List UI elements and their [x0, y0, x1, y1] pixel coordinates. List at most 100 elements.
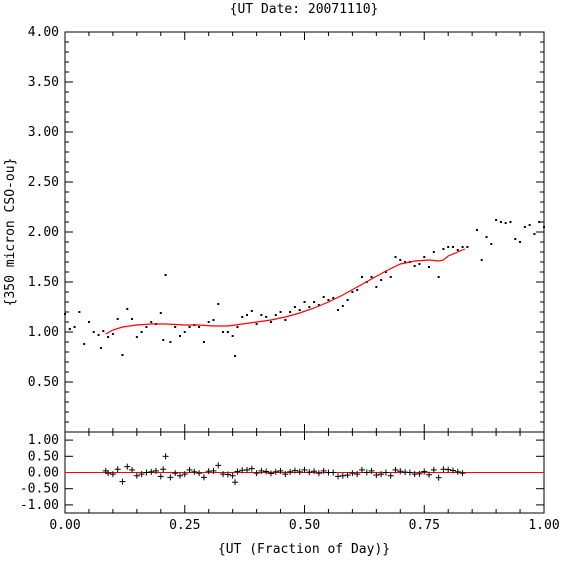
data-point — [399, 259, 402, 261]
y-axis-label: {350 micron CSO-ou} — [3, 158, 18, 307]
residual-tick-label: -0.50 — [20, 482, 59, 497]
residual-point — [148, 468, 155, 475]
y-tick-label: 1.00 — [28, 325, 59, 340]
data-point — [289, 311, 292, 313]
data-point — [490, 243, 493, 245]
data-point — [351, 291, 354, 293]
residual-point — [138, 471, 145, 478]
data-point — [432, 251, 435, 253]
data-point — [236, 326, 239, 328]
data-point — [298, 309, 301, 311]
residual-point — [258, 467, 265, 474]
data-point — [159, 312, 162, 314]
data-point — [169, 341, 172, 343]
residual-point — [277, 467, 284, 474]
x-tick-label: 0.00 — [49, 518, 80, 533]
data-point — [131, 318, 134, 320]
data-point — [111, 333, 114, 335]
residual-point — [445, 466, 452, 473]
data-point — [456, 249, 459, 251]
residual-point — [124, 463, 131, 470]
residual-point — [105, 470, 112, 477]
data-point — [217, 303, 220, 305]
data-point — [543, 226, 545, 228]
y-tick-label: 2.50 — [28, 175, 59, 190]
residual-point — [248, 465, 255, 472]
data-point — [121, 354, 124, 356]
residual-point — [167, 474, 174, 481]
residual-point — [378, 471, 385, 478]
data-point — [308, 306, 311, 308]
residual-point — [224, 471, 231, 478]
data-point — [418, 263, 421, 265]
residual-point — [196, 470, 203, 477]
data-point — [188, 326, 191, 328]
residual-point — [143, 469, 150, 476]
data-point — [255, 323, 258, 325]
data-point — [437, 276, 440, 278]
chart-title: {UT Date: 20071110} — [230, 2, 379, 17]
residual-point — [416, 470, 423, 477]
data-point — [332, 297, 335, 299]
data-point — [145, 326, 148, 328]
residual-point — [119, 478, 126, 485]
data-point — [475, 229, 478, 231]
data-point — [447, 246, 450, 248]
residual-point — [181, 471, 188, 478]
residual-point — [421, 468, 428, 475]
residual-tick-label: 0.50 — [28, 449, 59, 464]
data-point — [375, 286, 378, 288]
x-tick-label: 0.50 — [289, 518, 320, 533]
data-point — [162, 339, 165, 341]
data-point — [519, 241, 522, 243]
data-point — [303, 301, 306, 303]
x-tick-label: 0.75 — [409, 518, 440, 533]
data-point — [428, 266, 431, 268]
residual-point — [311, 468, 318, 475]
main-plot-frame — [64, 31, 545, 433]
data-point — [198, 326, 201, 328]
data-points — [64, 219, 545, 357]
data-point — [265, 316, 268, 318]
data-point — [178, 335, 181, 337]
residual-point — [459, 470, 466, 477]
residual-point — [191, 468, 198, 475]
residual-point — [267, 470, 274, 477]
residual-point — [306, 469, 313, 476]
data-point — [523, 226, 526, 228]
data-point — [404, 261, 407, 263]
residual-point — [210, 467, 217, 474]
residual-point — [368, 467, 375, 474]
data-point — [413, 265, 416, 267]
data-point — [528, 224, 531, 226]
residual-point — [282, 471, 289, 478]
data-point — [78, 311, 81, 313]
main-axis-ticks: 0.50 1.00 1.50 2.00 2.50 3.00 3.50 4.00 — [28, 25, 544, 423]
data-point — [246, 314, 249, 316]
data-point — [260, 314, 263, 316]
data-point — [346, 299, 349, 301]
residual-point — [344, 472, 351, 479]
y-tick-label: 3.00 — [28, 125, 59, 140]
data-point — [250, 310, 253, 312]
residual-point — [296, 468, 303, 475]
residual-point — [162, 453, 169, 460]
data-point — [423, 256, 426, 258]
residual-tick-label: -1.00 — [20, 498, 59, 513]
data-point — [514, 238, 517, 240]
data-point — [499, 221, 502, 223]
data-point — [327, 299, 330, 301]
residual-point — [172, 470, 179, 477]
x-tick-label: 0.25 — [169, 518, 200, 533]
data-point — [183, 331, 186, 333]
data-point — [97, 334, 100, 336]
residual-point — [133, 472, 140, 479]
residual-point — [392, 466, 399, 473]
data-point — [356, 289, 359, 291]
data-point — [99, 347, 102, 349]
data-point — [380, 279, 383, 281]
residual-points — [102, 453, 466, 486]
data-point — [231, 335, 234, 337]
data-point — [461, 246, 464, 248]
data-point — [269, 321, 272, 323]
